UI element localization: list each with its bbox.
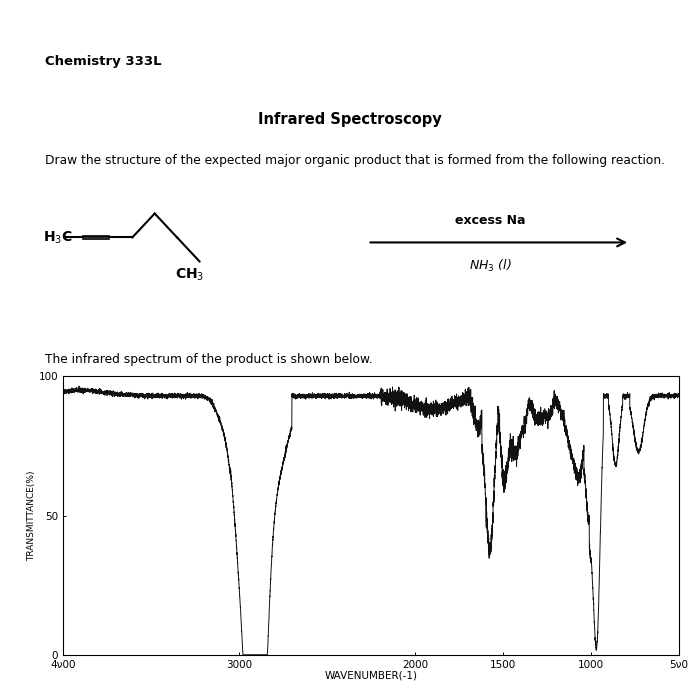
Text: CH$_3$: CH$_3$ bbox=[175, 267, 204, 283]
X-axis label: WAVENUMBER(-1): WAVENUMBER(-1) bbox=[325, 671, 417, 681]
Text: H$_3$C: H$_3$C bbox=[43, 229, 72, 246]
Text: Draw the structure of the expected major organic product that is formed from the: Draw the structure of the expected major… bbox=[45, 154, 665, 167]
Text: Chemistry 333L: Chemistry 333L bbox=[45, 55, 162, 68]
Text: NH$_3$ ($l$): NH$_3$ ($l$) bbox=[468, 257, 512, 273]
Text: excess Na: excess Na bbox=[455, 214, 525, 228]
Text: The infrared spectrum of the product is shown below.: The infrared spectrum of the product is … bbox=[45, 353, 372, 366]
Y-axis label: TRANSMITTANCE(%): TRANSMITTANCE(%) bbox=[27, 471, 36, 561]
Text: Infrared Spectroscopy: Infrared Spectroscopy bbox=[258, 112, 442, 127]
